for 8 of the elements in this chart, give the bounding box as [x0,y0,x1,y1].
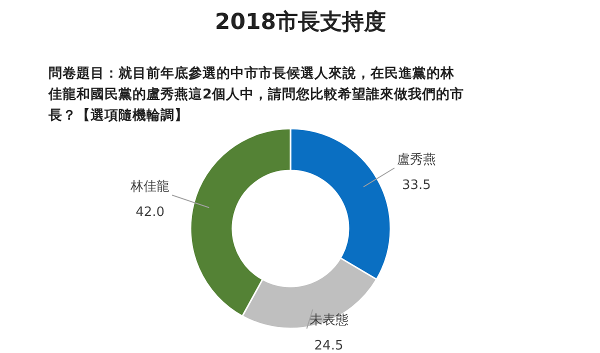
slice-label: 盧秀燕 [396,152,436,168]
slice-label: 林佳龍 [130,180,170,195]
chart-subtitle: 問卷題目：就目前年底參選的中市市長候選人來說，在民進黨的林佳龍和國民黨的盧秀燕這2個人中，請問您比較希望誰來做我們的市長？【選項隨機輪調】 [48,64,464,124]
data-label: 33.5 [402,178,431,193]
chart-title: 2018市長支持度 [214,9,386,35]
data-label: 24.5 [314,338,344,353]
slice-label: 未表態 [309,313,348,328]
data-label: 42.0 [136,205,165,220]
